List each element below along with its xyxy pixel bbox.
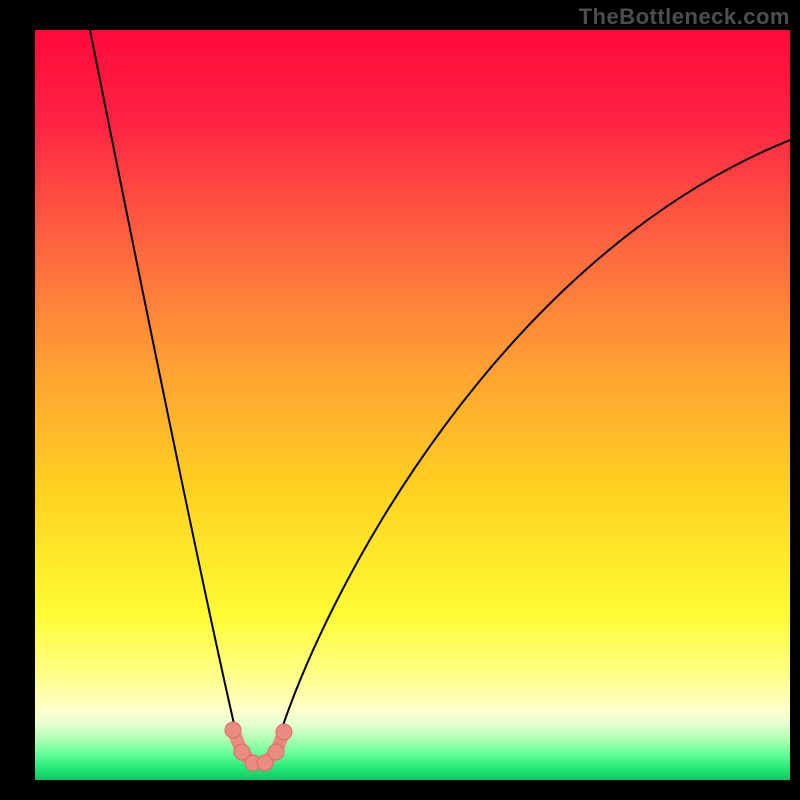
bottleneck-chart — [0, 0, 800, 800]
watermark-text: TheBottleneck.com — [579, 4, 790, 30]
gradient-background — [35, 30, 790, 780]
trough-marker — [225, 722, 241, 738]
trough-marker — [276, 724, 292, 740]
trough-marker — [268, 744, 284, 760]
